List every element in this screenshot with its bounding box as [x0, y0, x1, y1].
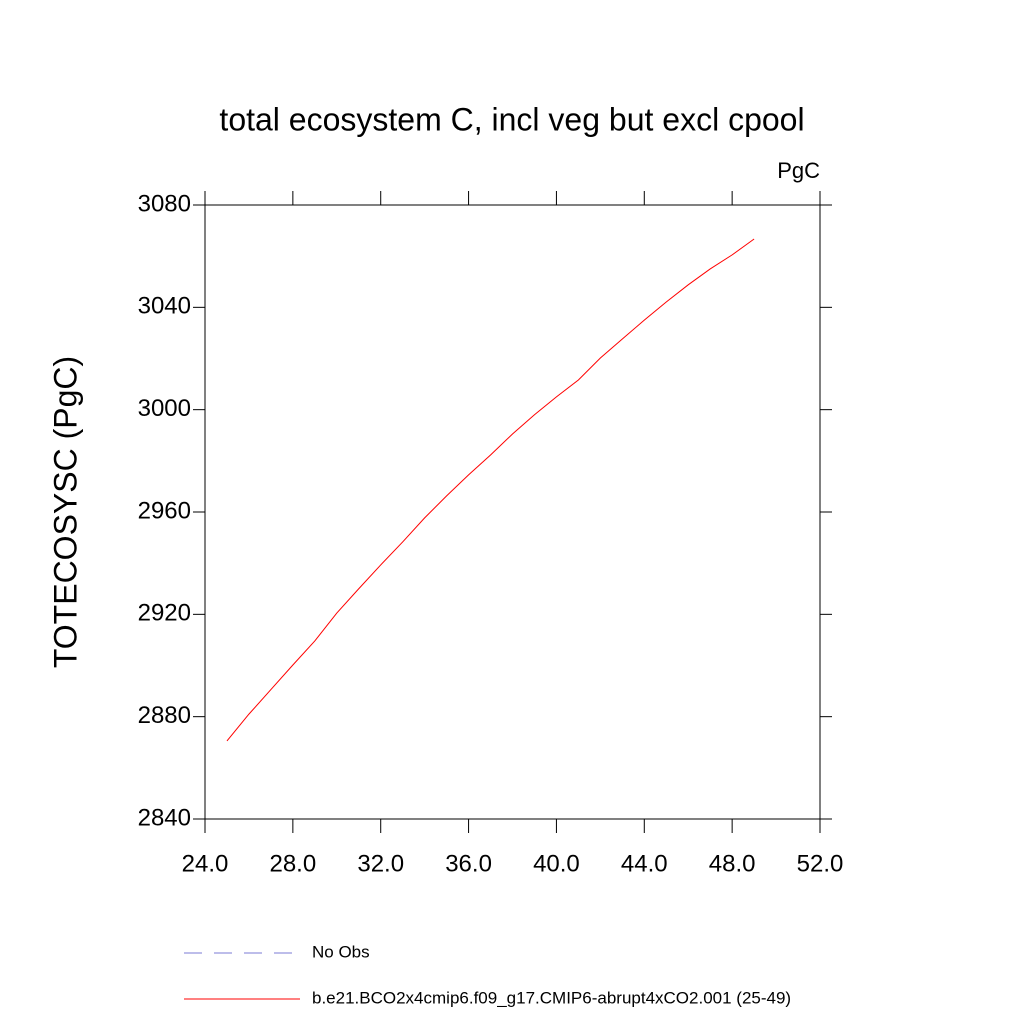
y-tick-label: 2840	[138, 804, 191, 831]
y-tick-label: 3040	[138, 293, 191, 320]
x-tick-label: 48.0	[709, 850, 756, 877]
y-axis-label: TOTECOSYSC (PgC)	[47, 356, 83, 668]
plot-frame	[204, 204, 821, 820]
x-tick-label: 44.0	[621, 850, 668, 877]
y-tick-label: 2960	[138, 497, 191, 524]
x-tick-label: 32.0	[357, 850, 404, 877]
units-label: PgC	[777, 158, 820, 183]
x-tick-label: 52.0	[797, 850, 844, 877]
y-tick-label: 2880	[138, 702, 191, 729]
chart-title: total ecosystem C, incl veg but excl cpo…	[219, 101, 804, 137]
y-tick-label: 3080	[138, 190, 191, 217]
x-tick-label: 40.0	[533, 850, 580, 877]
legend-label: b.e21.BCO2x4cmip6.f09_g17.CMIP6-abrupt4x…	[312, 988, 791, 1007]
data-line	[226, 238, 755, 742]
legend-label: No Obs	[312, 942, 370, 961]
y-tick-label: 2920	[138, 600, 191, 627]
y-tick-label: 3000	[138, 395, 191, 422]
x-tick-label: 28.0	[269, 850, 316, 877]
x-tick-label: 36.0	[445, 850, 492, 877]
x-tick-label: 24.0	[182, 850, 229, 877]
